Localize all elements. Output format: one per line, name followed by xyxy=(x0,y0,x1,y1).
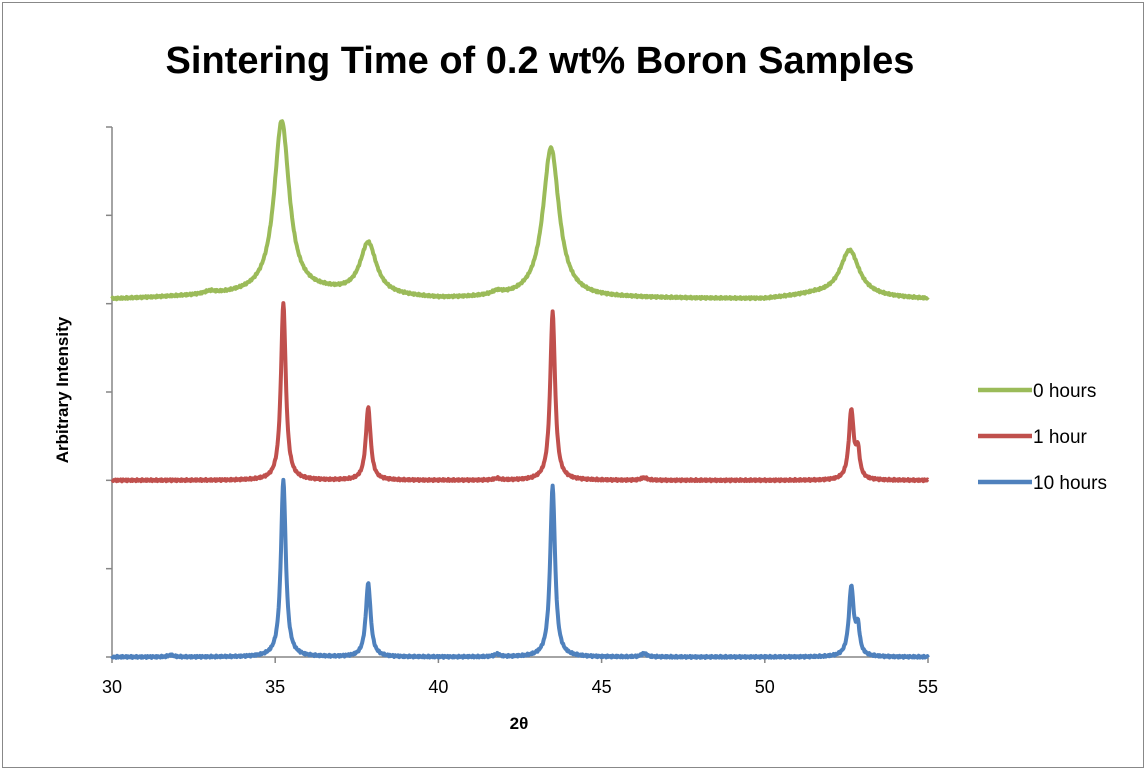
x-tick-label: 35 xyxy=(265,677,285,697)
legend-label-0-hours: 0 hours xyxy=(1033,381,1096,402)
axes: 30 35 40 45 50 55 xyxy=(102,126,938,697)
series-group xyxy=(110,119,930,660)
legend-label-10-hours: 10 hours xyxy=(1033,473,1107,494)
x-tick-label: 45 xyxy=(592,677,612,697)
y-axis-label: Arbitrary Intensity xyxy=(53,316,72,463)
legend: 0 hours 1 hour 10 hours xyxy=(978,381,1107,494)
x-tick-label: 55 xyxy=(918,677,938,697)
x-tick-label: 30 xyxy=(102,677,122,697)
series-line-0-hours xyxy=(110,119,930,302)
x-tick-label: 50 xyxy=(755,677,775,697)
series-line-10-hours xyxy=(110,477,930,660)
series-line-1-hour xyxy=(110,301,930,484)
x-axis-label: 2θ xyxy=(510,714,529,733)
x-tick-label: 40 xyxy=(428,677,448,697)
legend-label-1-hour: 1 hour xyxy=(1033,427,1088,448)
chart-title: Sintering Time of 0.2 wt% Boron Samples xyxy=(165,40,915,82)
